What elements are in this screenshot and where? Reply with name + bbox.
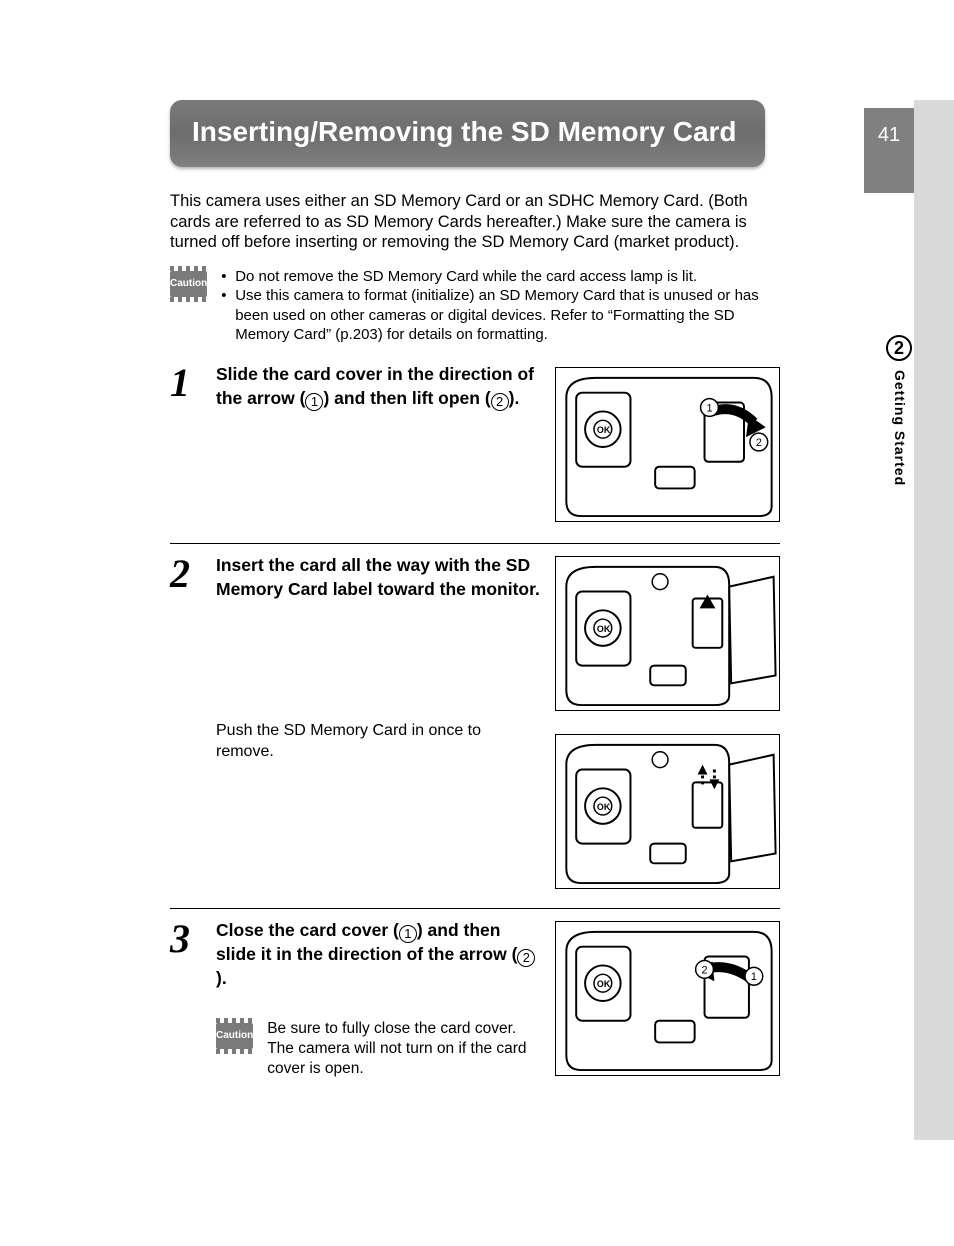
intro-paragraph: This camera uses either an SD Memory Car… (170, 191, 770, 253)
page-number-box: 41 (864, 108, 914, 193)
step-number: 2 (170, 554, 210, 594)
svg-text:OK: OK (597, 425, 611, 435)
step-number: 1 (170, 363, 210, 403)
step-1-figure: OK 1 2 (555, 367, 780, 522)
text-fragment: ) and then lift open ( (323, 388, 490, 408)
chapter-number: 2 (894, 338, 904, 358)
marker-2: 2 (756, 437, 762, 449)
caution-text: Be sure to fully close the card cover. T… (267, 1019, 540, 1079)
caution-label: Caution (216, 1030, 253, 1041)
step-instruction: Slide the card cover in the direction of… (216, 363, 540, 411)
caution-icon: Caution (216, 1023, 253, 1049)
caution-block-step3: Caution Be sure to fully close the card … (216, 1019, 540, 1079)
side-tab (914, 100, 954, 1140)
step-1: 1 Slide the card cover in the direction … (170, 363, 780, 533)
text-fragment: ). (509, 388, 520, 408)
step-3: 3 Close the card cover (1) and then slid… (170, 908, 780, 1108)
circled-number-icon: 2 (517, 949, 535, 967)
step-2-figure-remove: OK (555, 734, 780, 889)
caution-label: Caution (170, 278, 207, 289)
caution-block-top: Caution Do not remove the SD Memory Card… (170, 267, 770, 345)
step-3-figure: OK 2 1 (555, 921, 780, 1076)
svg-text:OK: OK (597, 624, 611, 634)
marker-2: 2 (702, 964, 708, 976)
chapter-number-circle: 2 (886, 335, 912, 361)
text-fragment: ). (216, 968, 227, 988)
step-2-figure-insert: OK (555, 556, 780, 711)
text-fragment: Close the card cover ( (216, 920, 399, 940)
camera-insert-card-illustration: OK (556, 557, 779, 710)
step-sub-instruction: Push the SD Memory Card in once to remov… (216, 721, 540, 763)
svg-text:OK: OK (597, 979, 611, 989)
marker-1: 1 (706, 402, 712, 414)
caution-item: Use this camera to format (initialize) a… (221, 286, 770, 345)
caution-icon: Caution (170, 271, 207, 297)
step-instruction: Close the card cover (1) and then slide … (216, 919, 540, 991)
chapter-label-vertical: Getting Started (892, 370, 908, 486)
camera-open-cover-illustration: OK 1 2 (556, 368, 779, 521)
circled-number-icon: 2 (491, 393, 509, 411)
circled-number-icon: 1 (305, 393, 323, 411)
step-number: 3 (170, 919, 210, 959)
section-title-banner: Inserting/Removing the SD Memory Card (170, 100, 765, 167)
step-instruction: Insert the card all the way with the SD … (216, 554, 540, 601)
marker-1: 1 (751, 971, 757, 983)
camera-remove-card-illustration: OK (556, 735, 779, 888)
caution-item: Do not remove the SD Memory Card while t… (221, 267, 770, 287)
section-title: Inserting/Removing the SD Memory Card (192, 116, 737, 147)
circled-number-icon: 1 (399, 925, 417, 943)
manual-page: 41 2 Getting Started Inserting/Removing … (0, 0, 954, 1246)
camera-close-cover-illustration: OK 2 1 (556, 922, 779, 1075)
page-number: 41 (878, 124, 900, 146)
svg-text:OK: OK (597, 802, 611, 812)
step-2: 2 Insert the card all the way with the S… (170, 543, 780, 898)
caution-list: Do not remove the SD Memory Card while t… (221, 267, 770, 345)
